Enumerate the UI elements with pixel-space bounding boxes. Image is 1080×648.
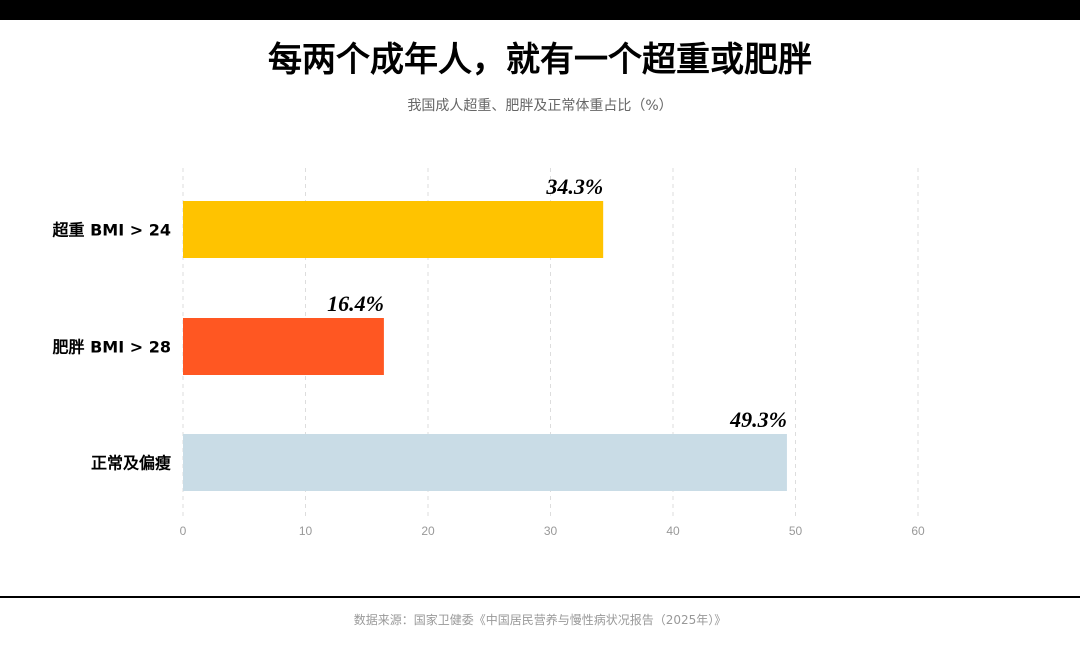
chart-title: 每两个成年人，就有一个超重或肥胖 — [268, 40, 812, 80]
value-label: 34.3% — [545, 174, 603, 199]
bar — [183, 201, 604, 258]
bar — [183, 318, 384, 375]
bottom-rule — [0, 596, 1080, 598]
x-tick-label: 40 — [666, 524, 680, 538]
x-tick-label: 50 — [789, 524, 803, 538]
bar-chart: 0 10 20 30 40 50 60 34.3% 超重 BMI > 24 16.4% 肥胖 BMI… — [52, 168, 925, 538]
top-bar — [0, 0, 1080, 20]
x-tick-label: 60 — [911, 524, 925, 538]
x-tick-label: 30 — [544, 524, 558, 538]
category-label: 正常及偏瘦 — [91, 454, 171, 473]
data-source: 数据来源：国家卫健委《中国居民营养与慢性病状况报告（2025年）》 — [353, 613, 727, 627]
value-label: 49.3% — [729, 407, 787, 432]
x-tick-label: 20 — [421, 524, 435, 538]
value-label: 16.4% — [327, 291, 384, 316]
category-label: 超重 BMI > 24 — [52, 221, 171, 240]
chart-subtitle: 我国成人超重、肥胖及正常体重占比（%） — [407, 98, 673, 114]
x-tick-label: 10 — [299, 524, 313, 538]
bar — [183, 434, 787, 491]
x-tick-label: 0 — [180, 524, 187, 538]
category-label: 肥胖 BMI > 28 — [53, 338, 171, 357]
